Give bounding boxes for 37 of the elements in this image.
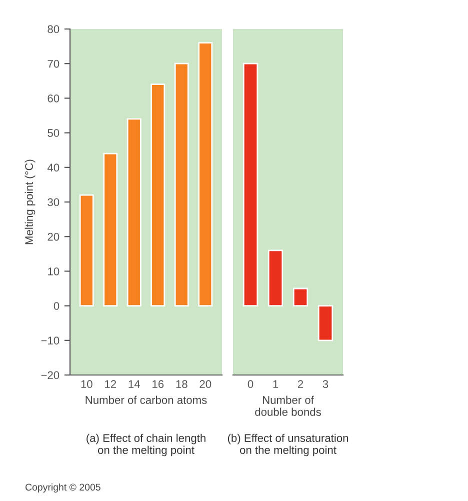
x-tick-label: 3 <box>322 380 328 388</box>
x-tick-label: 20 <box>200 380 212 388</box>
bar <box>103 152 118 306</box>
y-tick-label: 40 <box>47 164 60 172</box>
bar <box>268 250 284 306</box>
bar <box>174 62 189 306</box>
y-tick-label: −10 <box>41 336 60 345</box>
text: (a) Effect of chain length on the melting point <box>86 434 206 456</box>
x-tick-label: 0 <box>248 380 254 388</box>
y-tick-label: −20 <box>41 371 60 380</box>
bar <box>79 194 94 306</box>
y-tick-label: 0 <box>54 302 60 310</box>
bar <box>126 118 142 306</box>
y-tick-label: 30 <box>48 198 60 206</box>
x-tick-label: 2 <box>298 380 304 388</box>
x-tick-label: 12 <box>105 380 116 388</box>
y-tick-label: 10 <box>48 267 60 276</box>
bar <box>242 62 258 306</box>
y-tick-label: 70 <box>48 60 60 68</box>
x-axis-title: Number of double bonds <box>255 396 321 416</box>
y-tick-label: 80 <box>48 25 60 34</box>
x-axis-title: Number of carbon atoms <box>86 396 207 404</box>
text: Copyright © 2005 <box>25 483 100 493</box>
y-tick-label: 20 <box>48 232 60 241</box>
bar <box>150 84 166 306</box>
bar <box>292 288 308 306</box>
x-tick-label: 14 <box>128 380 140 388</box>
x-tick-label: 16 <box>152 380 164 388</box>
text: (b) Effect of unsaturation on the melting point <box>228 434 348 456</box>
y-axis-title: Melting point (°C) <box>24 160 36 244</box>
x-tick-label: 1 <box>273 380 278 388</box>
x-tick-label: 10 <box>81 380 92 388</box>
y-tick-label: 60 <box>48 94 60 102</box>
y-tick-label: 50 <box>48 129 60 137</box>
bar <box>318 305 334 342</box>
bar <box>198 42 213 306</box>
x-tick-label: 18 <box>176 380 188 388</box>
